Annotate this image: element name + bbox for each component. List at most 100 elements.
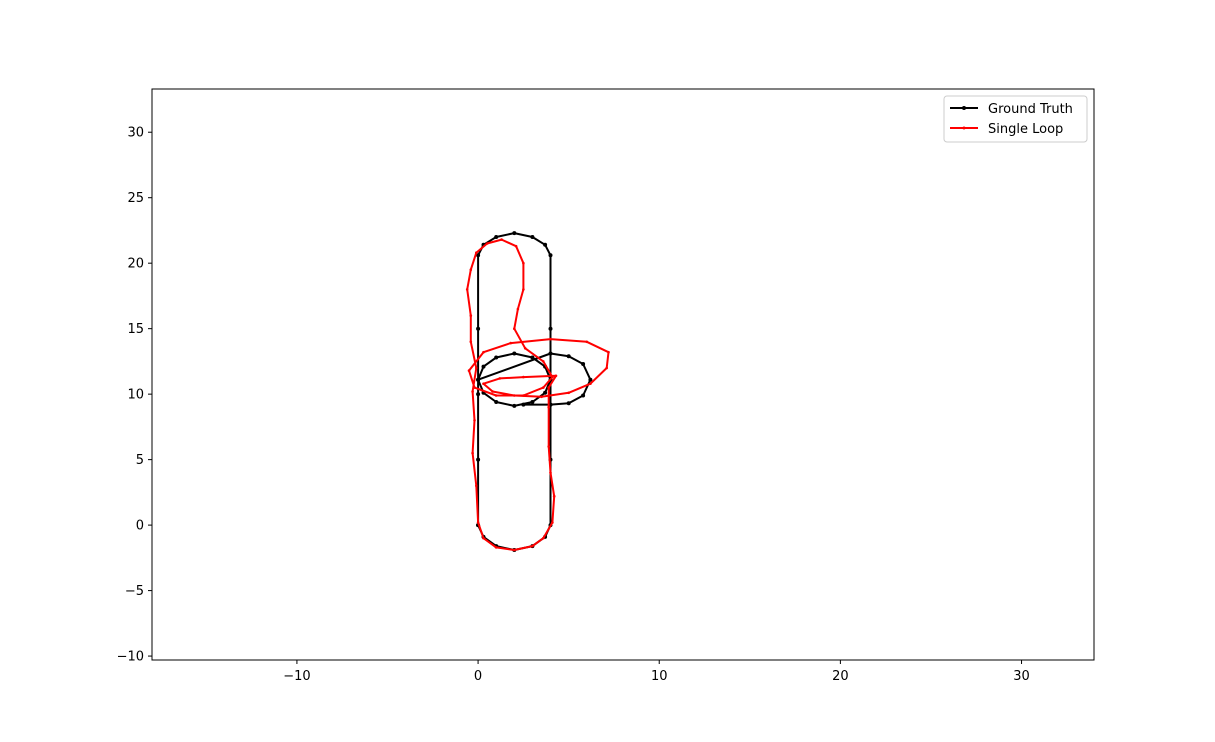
series-point-single-loop <box>542 386 545 389</box>
series-point-ground-truth <box>566 354 571 359</box>
series-point-single-loop <box>491 390 494 393</box>
series-point-ground-truth <box>494 355 499 360</box>
series-point-ground-truth <box>548 253 553 258</box>
y-tick-label: −10 <box>117 650 144 665</box>
series-point-ground-truth <box>512 351 517 356</box>
series-point-single-loop <box>549 337 552 341</box>
x-tick-label: 30 <box>1013 669 1030 684</box>
series-point-single-loop <box>522 288 525 291</box>
series-point-single-loop <box>482 536 485 540</box>
series-point-single-loop <box>475 484 478 488</box>
series-point-ground-truth <box>521 402 526 407</box>
series-point-single-loop <box>531 544 534 548</box>
series-point-ground-truth <box>530 400 535 404</box>
y-tick-label: 25 <box>127 191 144 206</box>
series-point-single-loop <box>465 288 469 291</box>
series-point-single-loop <box>540 395 543 399</box>
series-point-single-loop <box>513 548 516 552</box>
series-point-single-loop <box>605 366 608 370</box>
series-point-ground-truth <box>476 377 481 382</box>
series-point-single-loop <box>547 386 550 389</box>
series-point-ground-truth <box>543 242 548 247</box>
legend-box <box>943 95 1088 143</box>
series-point-single-loop <box>514 244 518 248</box>
series-point-single-loop <box>522 394 525 397</box>
series-point-single-loop <box>607 350 610 354</box>
series-point-single-loop <box>482 382 485 386</box>
series-point-single-loop <box>523 347 527 350</box>
series-line-ground-truth <box>477 232 592 551</box>
legend-marker-single-loop <box>962 126 966 130</box>
series-point-single-loop <box>494 394 498 397</box>
series-point-single-loop <box>551 521 554 524</box>
series-point-single-loop <box>567 391 570 395</box>
y-tick-label: 30 <box>127 126 144 141</box>
series-point-single-loop <box>542 536 545 540</box>
y-tick-label: 5 <box>136 453 144 468</box>
series-point-single-loop <box>485 242 489 245</box>
y-tick-label: 20 <box>127 257 144 272</box>
series-point-ground-truth <box>481 364 486 369</box>
series-point-single-loop <box>467 369 471 372</box>
series-layer <box>465 231 610 552</box>
series-point-ground-truth <box>476 326 481 331</box>
y-tick-label: 15 <box>127 322 144 337</box>
series-point-single-loop <box>589 382 592 386</box>
series-point-single-loop <box>513 394 516 397</box>
legend-marker-ground-truth <box>962 106 966 110</box>
series-point-ground-truth <box>476 457 481 462</box>
series-point-single-loop <box>516 307 520 311</box>
y-tick-label: −5 <box>125 584 144 599</box>
series-point-ground-truth <box>512 403 517 408</box>
y-tick-label: 10 <box>127 388 144 403</box>
series-point-single-loop <box>498 377 502 380</box>
x-tick-label: 10 <box>651 669 668 684</box>
series-point-single-loop <box>482 350 485 354</box>
series-point-ground-truth <box>530 355 535 360</box>
series-point-single-loop <box>469 340 473 344</box>
series-point-single-loop <box>494 546 498 549</box>
series-point-single-loop <box>471 390 474 393</box>
series-point-single-loop <box>469 268 473 272</box>
series-point-ground-truth <box>494 235 499 239</box>
series-point-single-loop <box>471 451 474 455</box>
series-point-ground-truth <box>494 400 499 404</box>
series-point-single-loop <box>542 360 545 363</box>
legend-label-ground-truth: Ground Truth <box>988 102 1073 117</box>
series-point-single-loop <box>522 375 525 379</box>
series-point-single-loop <box>547 445 550 448</box>
series-point-single-loop <box>513 327 516 331</box>
series-point-single-loop <box>473 419 476 422</box>
series-point-single-loop <box>475 366 478 370</box>
series-point-single-loop <box>469 314 473 317</box>
series-point-single-loop <box>585 340 589 344</box>
series-point-ground-truth <box>476 253 481 258</box>
x-tick-label: −10 <box>283 669 310 684</box>
x-tick-label: 20 <box>832 669 849 684</box>
series-point-ground-truth <box>588 377 593 382</box>
legend: Ground Truth Single Loop <box>943 95 1088 143</box>
series-point-single-loop <box>522 261 525 265</box>
series-point-single-loop <box>552 495 556 498</box>
series-point-ground-truth <box>530 235 535 239</box>
series-point-single-loop <box>549 471 552 475</box>
series-point-ground-truth <box>548 351 553 356</box>
x-tick-label: 0 <box>474 669 482 684</box>
plot-area <box>152 89 1094 660</box>
series-point-ground-truth <box>543 390 548 395</box>
series-point-single-loop <box>475 251 478 254</box>
series-point-single-loop <box>500 238 503 241</box>
series-point-single-loop <box>551 375 554 379</box>
series-point-single-loop <box>476 521 480 524</box>
x-axis: −10 0 10 20 30 <box>283 660 1030 684</box>
plot-frame <box>151 88 1095 661</box>
y-tick-label: 0 <box>136 519 144 534</box>
series-point-ground-truth <box>548 326 553 331</box>
series-point-ground-truth <box>581 393 586 398</box>
series-point-single-loop <box>509 341 512 345</box>
y-axis: −10 −5 0 5 10 15 20 25 30 <box>117 126 152 665</box>
series-point-single-loop <box>554 374 558 378</box>
series-point-single-loop <box>473 386 476 389</box>
series-point-ground-truth <box>512 231 517 236</box>
